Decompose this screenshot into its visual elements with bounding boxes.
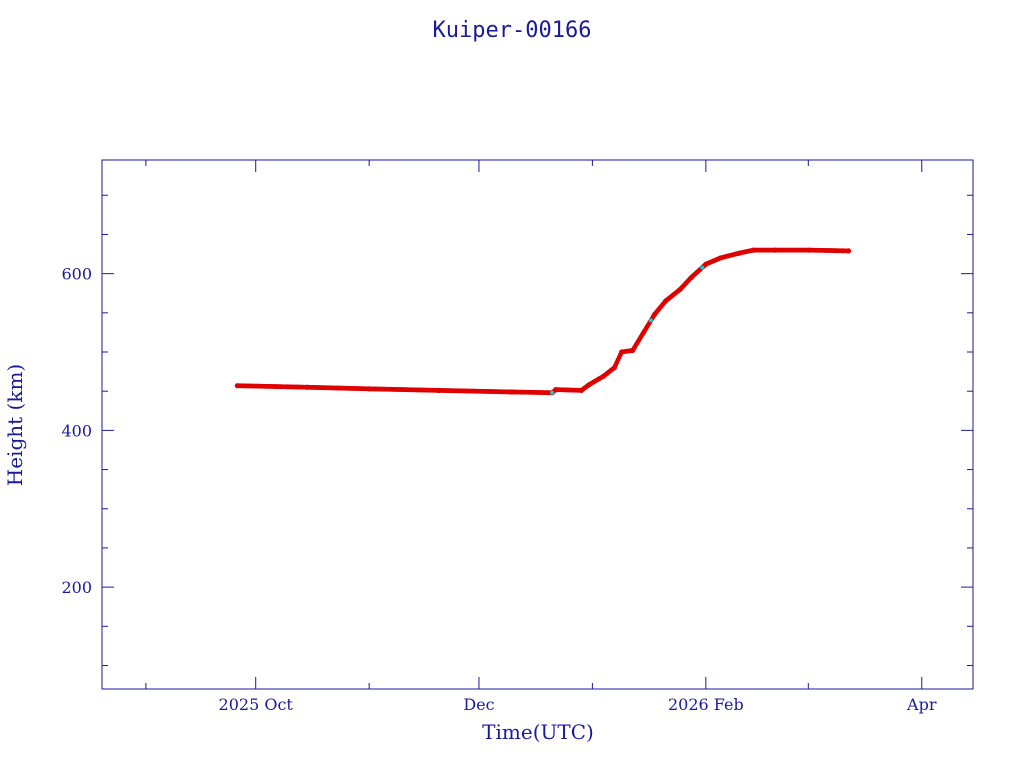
x-axis-label: Time(UTC) bbox=[482, 720, 594, 744]
highlight-point bbox=[648, 318, 653, 323]
y-tick-label: 600 bbox=[61, 265, 92, 284]
chart-title: Kuiper-00166 bbox=[433, 18, 592, 43]
x-tick-label: 2026 Feb bbox=[668, 695, 744, 714]
data-point bbox=[640, 332, 645, 337]
data-series bbox=[234, 247, 852, 396]
data-point bbox=[844, 248, 850, 254]
x-axis: 2025 Oct Dec 2026 Feb Apr bbox=[145, 160, 937, 714]
y-tick-label: 200 bbox=[61, 578, 92, 597]
y-axis: 200 400 600 bbox=[61, 194, 973, 666]
plot-border bbox=[101, 159, 974, 690]
highlight-point bbox=[550, 390, 555, 395]
x-tick-label: 2025 Oct bbox=[219, 695, 294, 714]
y-axis-label: Height (km) bbox=[3, 364, 27, 486]
data-point bbox=[610, 366, 616, 372]
x-tick-label: Dec bbox=[463, 695, 494, 714]
x-tick-label: Apr bbox=[906, 695, 937, 714]
highlight-point bbox=[700, 265, 705, 270]
y-tick-label: 400 bbox=[61, 421, 92, 440]
data-point bbox=[650, 313, 656, 319]
plot-frame bbox=[101, 159, 974, 690]
